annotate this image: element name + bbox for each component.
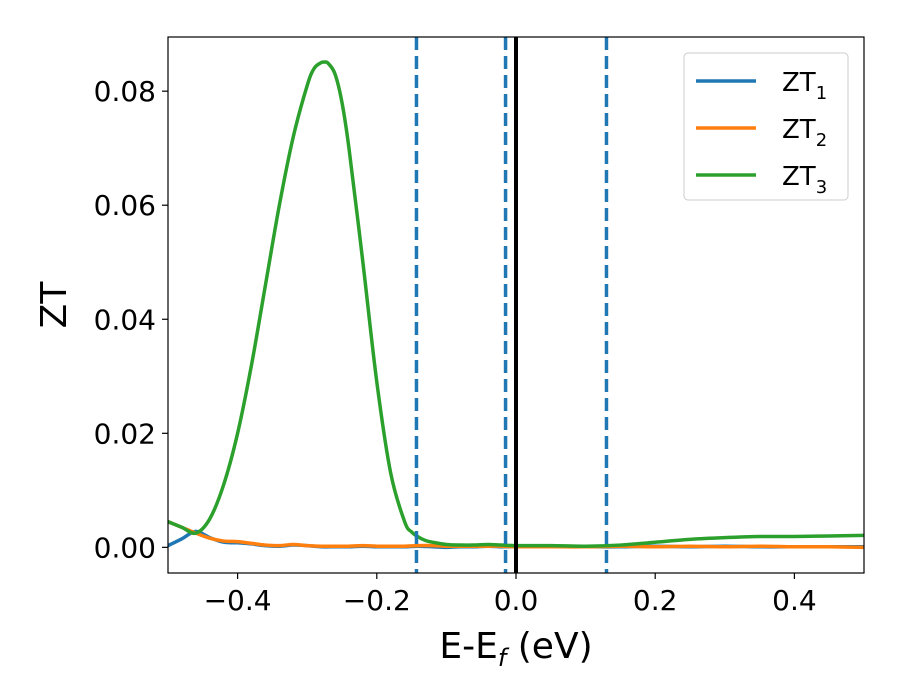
legend-label-subscript: 1 [816, 83, 827, 104]
legend-label-subscript: 2 [816, 130, 827, 151]
x-axis-label-unit: (eV) [506, 626, 592, 667]
legend-label-main: ZT [782, 68, 816, 98]
x-tick-label: 0.0 [494, 584, 539, 617]
x-tick-label: −0.4 [204, 584, 272, 617]
y-axis-label: ZT [34, 281, 75, 329]
y-tick-label: 0.08 [94, 75, 156, 108]
y-tick-label: 0.06 [94, 189, 156, 222]
legend-label-main: ZT [782, 115, 816, 145]
x-tick-label: −0.2 [343, 584, 411, 617]
reference-lines [414, 37, 609, 573]
series-line-zt3 [168, 60, 864, 548]
x-axis-label: E-Ef (eV) [439, 626, 592, 672]
legend-label-zt2: ZT2 [782, 115, 827, 151]
series-line-zt2 [168, 519, 864, 550]
legend-label-zt1: ZT1 [782, 68, 827, 104]
legend-label-subscript: 3 [816, 177, 827, 198]
legend-label-main: ZT [782, 162, 816, 192]
x-axis-label-main: E-E [439, 626, 497, 667]
x-axis-ticks: −0.4 −0.2 0.0 0.2 0.4 [204, 573, 817, 617]
y-axis-ticks: 0.00 0.02 0.04 0.06 0.08 [94, 75, 168, 564]
series-lines [168, 60, 864, 550]
legend-label-zt3: ZT3 [782, 162, 827, 198]
x-tick-label: 0.4 [772, 584, 817, 617]
y-tick-label: 0.00 [94, 531, 156, 564]
legend-box [683, 52, 849, 201]
y-tick-label: 0.02 [94, 417, 156, 450]
x-tick-label: 0.2 [633, 584, 678, 617]
y-tick-label: 0.04 [94, 303, 156, 336]
